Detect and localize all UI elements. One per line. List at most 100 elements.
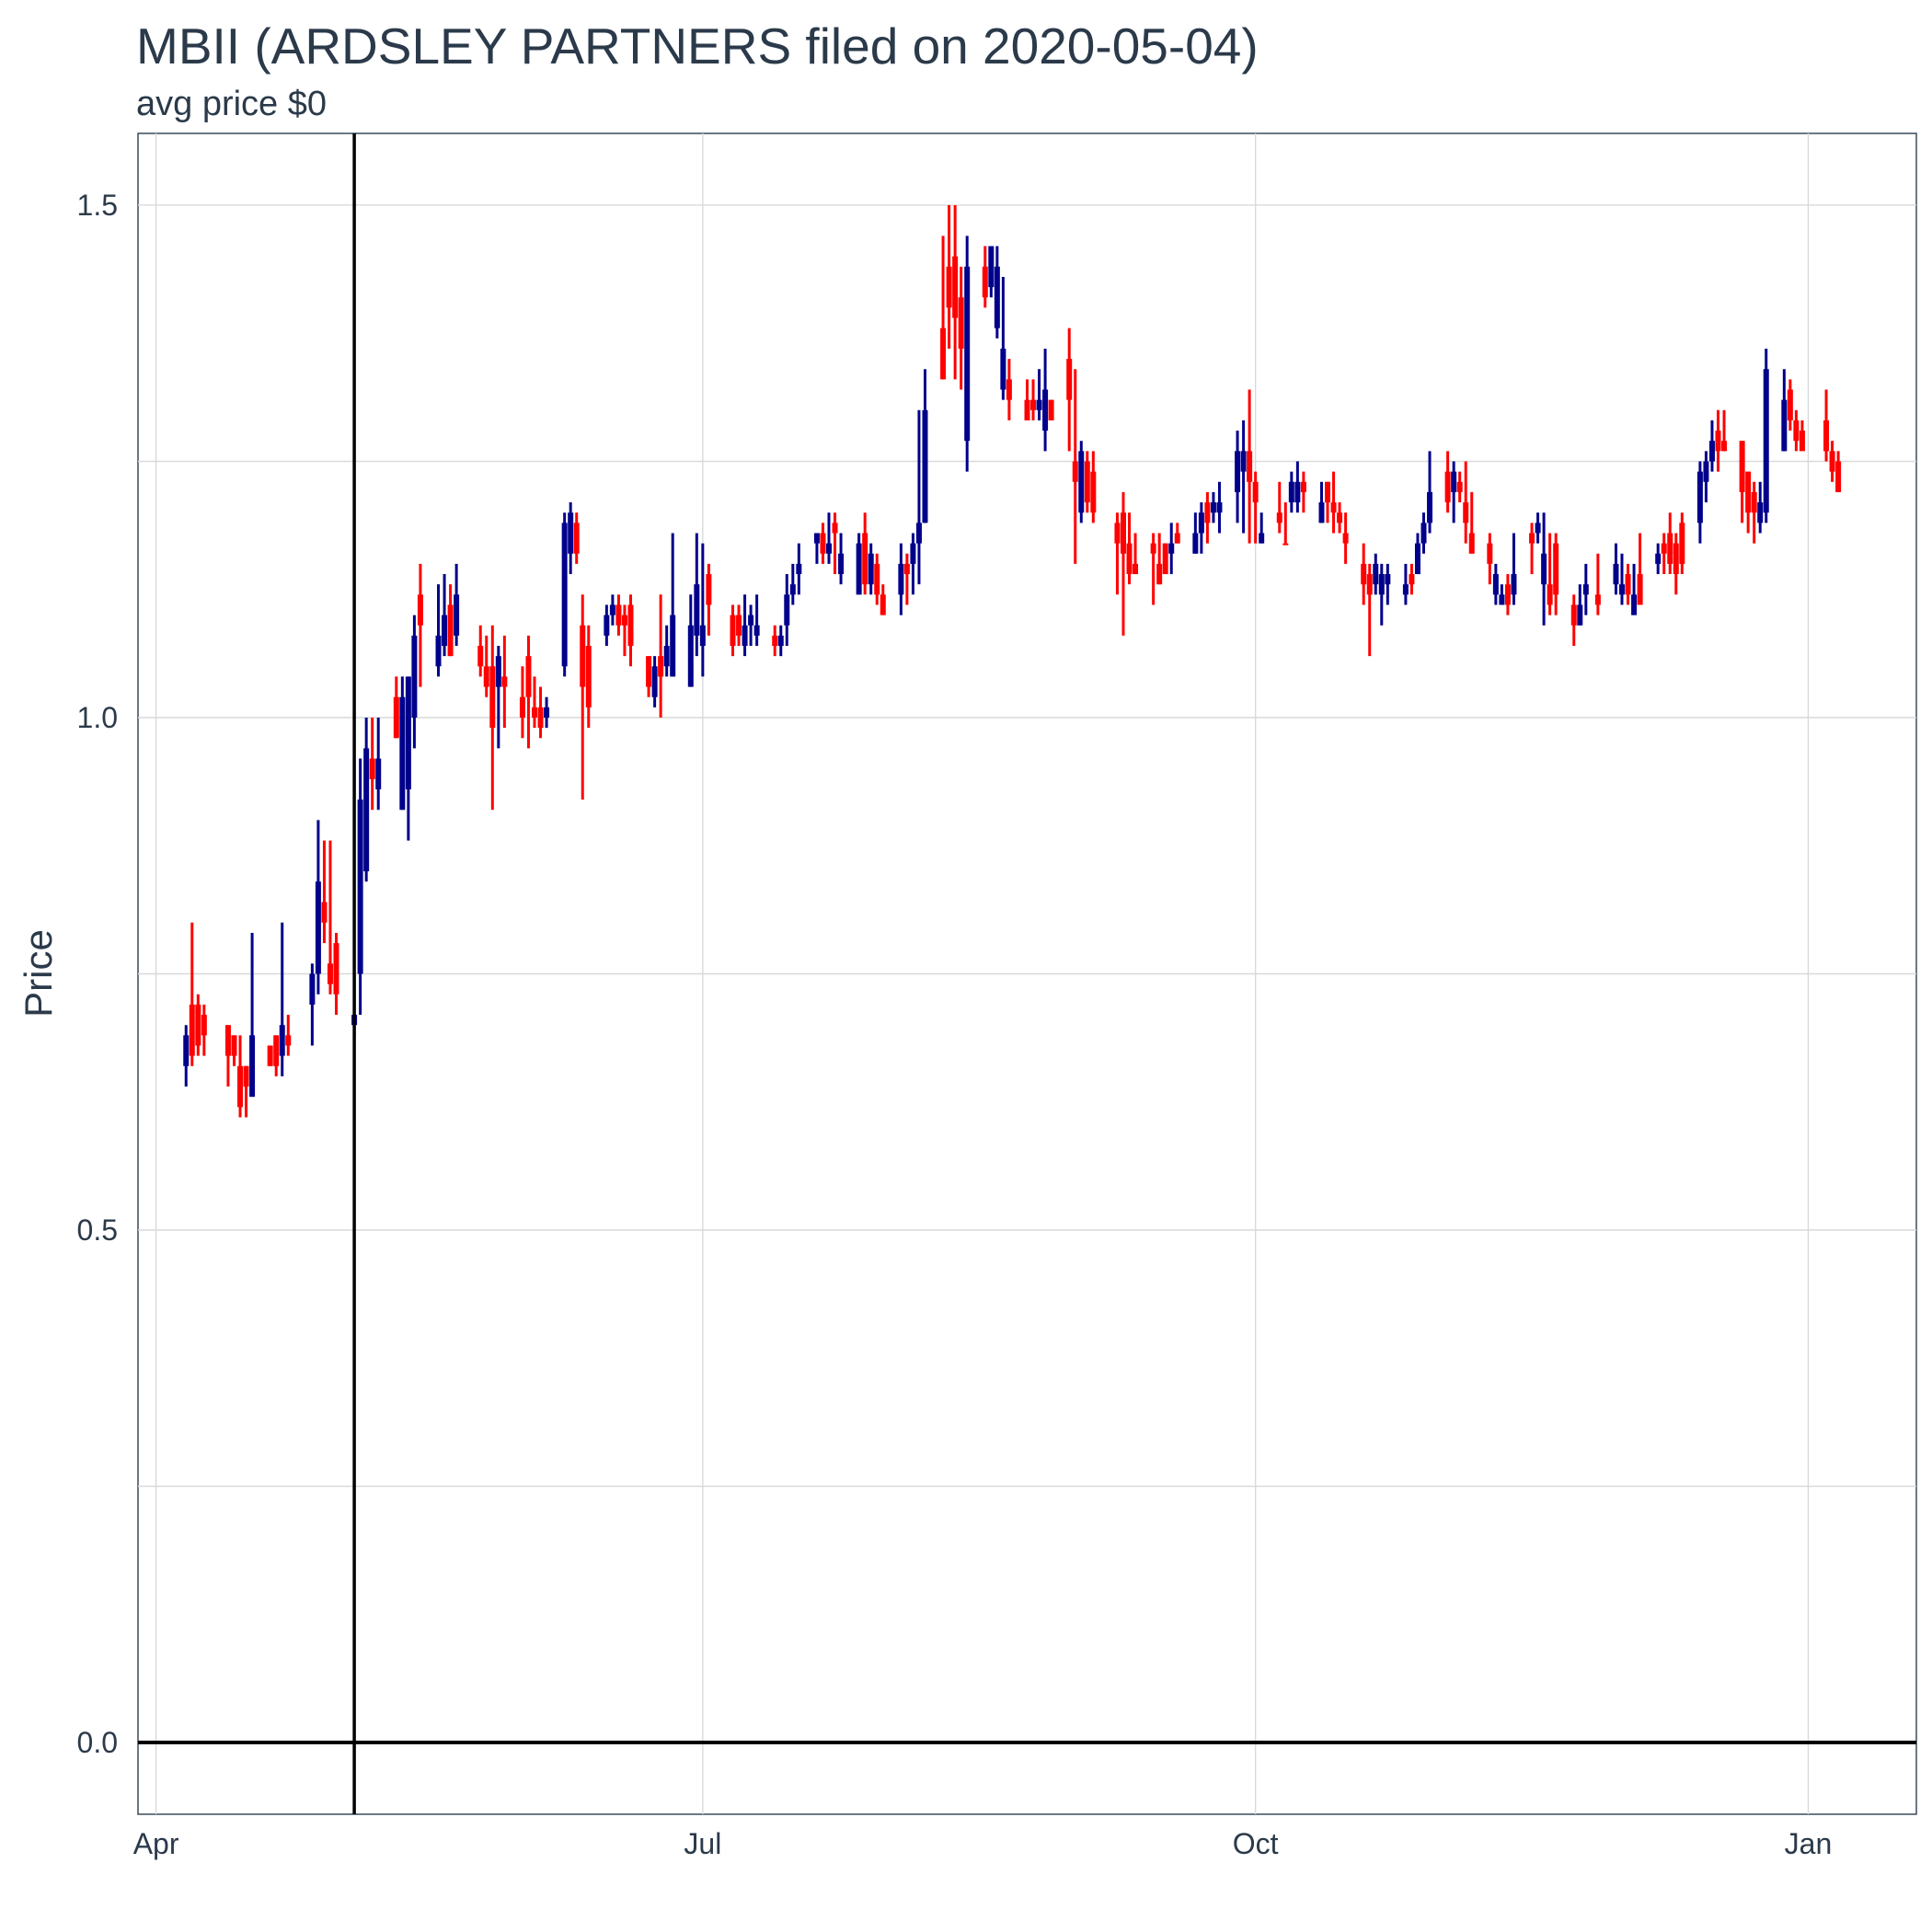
candle-body	[573, 523, 580, 554]
candle	[627, 594, 634, 667]
candle-body	[1637, 574, 1643, 605]
candle	[777, 625, 784, 657]
candle	[952, 204, 959, 380]
candle	[1252, 471, 1259, 544]
candle	[537, 686, 544, 739]
candle-body	[838, 553, 845, 575]
candle-body	[1330, 502, 1337, 513]
candle	[1276, 481, 1282, 534]
candle	[1799, 420, 1805, 452]
candle-body	[1325, 481, 1331, 503]
candle	[946, 204, 952, 349]
candle-body	[772, 635, 778, 647]
candle	[1631, 563, 1638, 615]
candle	[1259, 512, 1265, 544]
candle-body	[1174, 533, 1180, 544]
candle-body	[1751, 491, 1757, 513]
candle-body	[1696, 471, 1703, 523]
candle-body	[243, 1065, 249, 1087]
candle-body	[405, 676, 411, 789]
candle	[1661, 533, 1667, 575]
candle	[1529, 523, 1535, 575]
candle	[1420, 512, 1427, 554]
candle-body	[903, 563, 910, 575]
candle	[435, 584, 442, 677]
candle-body	[279, 1025, 285, 1056]
candle-body	[1427, 491, 1433, 523]
candle-body	[820, 533, 826, 554]
candle-body	[1126, 543, 1133, 575]
candle	[838, 533, 845, 585]
x-tick-label: Oct	[1233, 1827, 1279, 1860]
candle	[495, 646, 501, 749]
candle-body	[532, 707, 538, 718]
candle-body	[369, 758, 375, 779]
candle	[1288, 471, 1294, 513]
candle	[1427, 451, 1433, 534]
candle	[1547, 533, 1553, 615]
candle	[915, 409, 922, 585]
candle	[363, 717, 370, 882]
candle-body	[1342, 533, 1349, 544]
candle-body	[1781, 399, 1788, 452]
candle-body	[796, 563, 802, 575]
candle	[1210, 491, 1216, 523]
candle-body	[1504, 584, 1511, 605]
candle	[1655, 543, 1662, 575]
candle-body	[1703, 461, 1709, 482]
candle-body	[1247, 451, 1253, 482]
candle	[1739, 441, 1745, 523]
candle	[1625, 563, 1631, 605]
candle	[1120, 491, 1126, 636]
candle	[1553, 533, 1559, 615]
candle-body	[1276, 512, 1282, 523]
candle	[687, 594, 694, 687]
candle-body	[658, 656, 664, 677]
candle	[1235, 431, 1241, 523]
candle	[1570, 594, 1577, 647]
candle	[1487, 533, 1493, 585]
candle-body	[777, 635, 784, 647]
candle-body	[1625, 574, 1631, 595]
candle-body	[1066, 359, 1073, 400]
candle	[1174, 523, 1180, 544]
candle-body	[1511, 574, 1517, 595]
candle-body	[1385, 574, 1391, 585]
candle-body	[183, 1035, 190, 1066]
candle	[903, 553, 910, 605]
candle-body	[519, 696, 525, 718]
candle	[573, 512, 580, 564]
candle	[1126, 512, 1133, 585]
candle	[501, 635, 508, 729]
candle	[880, 584, 886, 615]
candle	[519, 666, 525, 739]
candle-body	[1468, 533, 1475, 554]
candle	[243, 1065, 249, 1118]
candle-body	[1048, 399, 1054, 420]
candle	[1793, 409, 1800, 452]
candle	[195, 994, 201, 1056]
candle-body	[910, 543, 916, 564]
candle-body	[1553, 543, 1559, 595]
candle-body	[1198, 512, 1204, 534]
candle	[1030, 379, 1037, 420]
candle	[609, 594, 615, 626]
candle	[825, 512, 832, 564]
candle	[1679, 512, 1685, 575]
candle	[862, 512, 868, 595]
candle-body	[1210, 502, 1216, 513]
candle-body	[435, 635, 442, 667]
candle-body	[375, 758, 382, 789]
candle-body	[604, 615, 610, 636]
candle	[658, 594, 664, 718]
candle	[1721, 409, 1728, 452]
x-tick-label: Jul	[684, 1827, 721, 1860]
candle-body	[1708, 441, 1715, 462]
candle	[736, 604, 742, 647]
candle	[1168, 523, 1175, 575]
candle	[561, 512, 568, 677]
candle-body	[544, 707, 550, 718]
candle-body	[411, 635, 418, 718]
candle	[1042, 348, 1049, 452]
candle-body	[1042, 389, 1049, 431]
